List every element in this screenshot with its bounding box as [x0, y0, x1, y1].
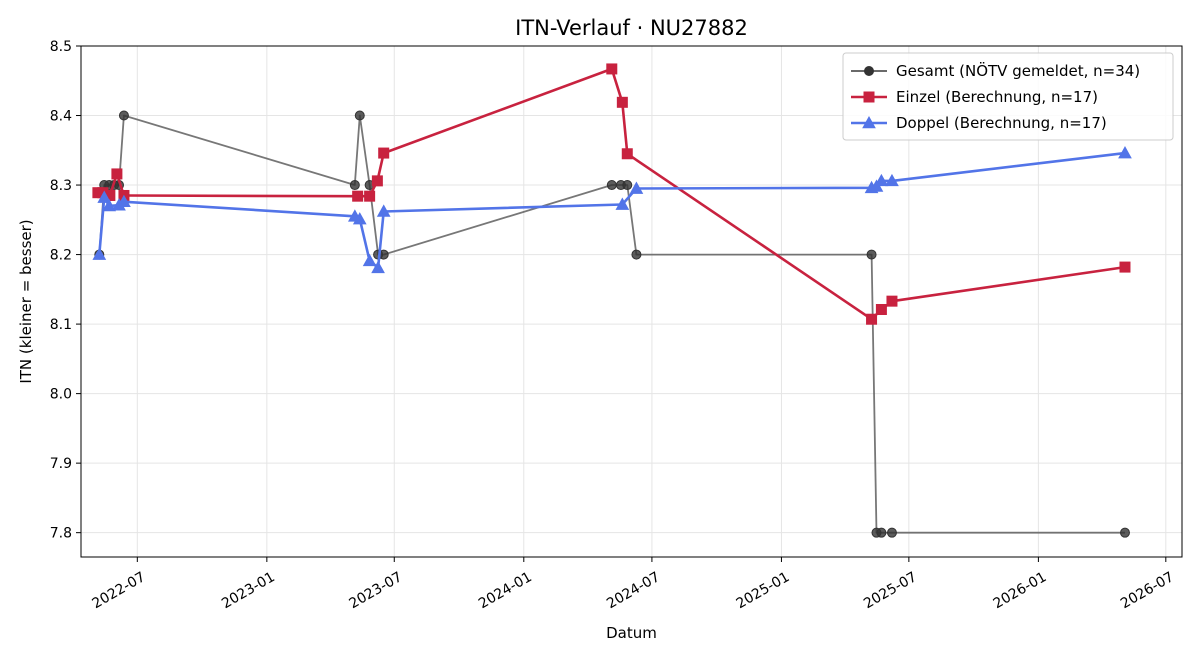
series-point: [352, 212, 367, 225]
y-tick-label: 8.5: [50, 39, 72, 55]
series-point: [875, 303, 887, 315]
series-point: [1119, 527, 1130, 538]
series-point: [354, 110, 365, 121]
legend-marker: [864, 66, 874, 76]
series-point: [621, 148, 633, 160]
y-axis-label: ITN (kleiner = besser): [17, 219, 35, 383]
series-point: [111, 168, 123, 180]
series-point: [97, 190, 112, 203]
series-point: [876, 527, 887, 538]
x-axis-label: Datum: [606, 624, 657, 642]
y-tick-label: 8.3: [50, 178, 72, 194]
series-point: [606, 63, 618, 75]
series-0: [94, 110, 1130, 538]
series-point: [1118, 146, 1132, 159]
legend-entry: Doppel (Berechnung, n=17): [896, 114, 1107, 132]
y-tick-label: 8.1: [50, 317, 72, 333]
series-point: [352, 190, 364, 202]
y-tick-label: 8.0: [50, 387, 72, 403]
series-point: [866, 249, 877, 260]
legend: Gesamt (NÖTV gemeldet, n=34) Einzel (Bere…: [842, 52, 1174, 141]
series-point: [885, 173, 899, 187]
series-point: [102, 198, 117, 212]
y-tick-label: 7.8: [50, 526, 72, 542]
series-point: [1119, 261, 1131, 273]
y-tick-label: 8.2: [50, 248, 72, 264]
series-point: [378, 147, 390, 159]
series-point: [629, 181, 644, 194]
series-point: [92, 247, 107, 260]
legend-box: [842, 52, 1174, 141]
legend-marker: [862, 115, 876, 129]
series-point: [371, 260, 385, 274]
series-layer: [92, 63, 1132, 538]
series-point: [886, 527, 897, 538]
series-point: [118, 110, 129, 121]
legend-marker: [863, 91, 875, 103]
series-point: [874, 173, 889, 187]
y-tick-label: 7.9: [50, 456, 72, 472]
series-2: [92, 146, 1132, 274]
series-point: [606, 180, 617, 191]
series-point: [866, 313, 878, 325]
series-point: [371, 175, 383, 187]
series-point: [622, 180, 633, 191]
legend-entry: Einzel (Berechnung, n=17): [896, 88, 1098, 106]
series-point: [631, 249, 642, 260]
series-point: [376, 204, 391, 217]
y-tick-label: 8.4: [50, 109, 72, 125]
series-point: [616, 96, 628, 108]
series-point: [615, 197, 630, 210]
legend-entry: Gesamt (NÖTV gemeldet, n=34): [896, 61, 1140, 80]
series-point: [349, 180, 360, 191]
chart-title: ITN-Verlauf · NU27882: [515, 16, 748, 40]
series-point: [362, 253, 377, 267]
series-point: [117, 194, 131, 208]
plot-frame: [80, 45, 1183, 558]
series-point: [886, 295, 898, 307]
series-point: [364, 190, 376, 202]
